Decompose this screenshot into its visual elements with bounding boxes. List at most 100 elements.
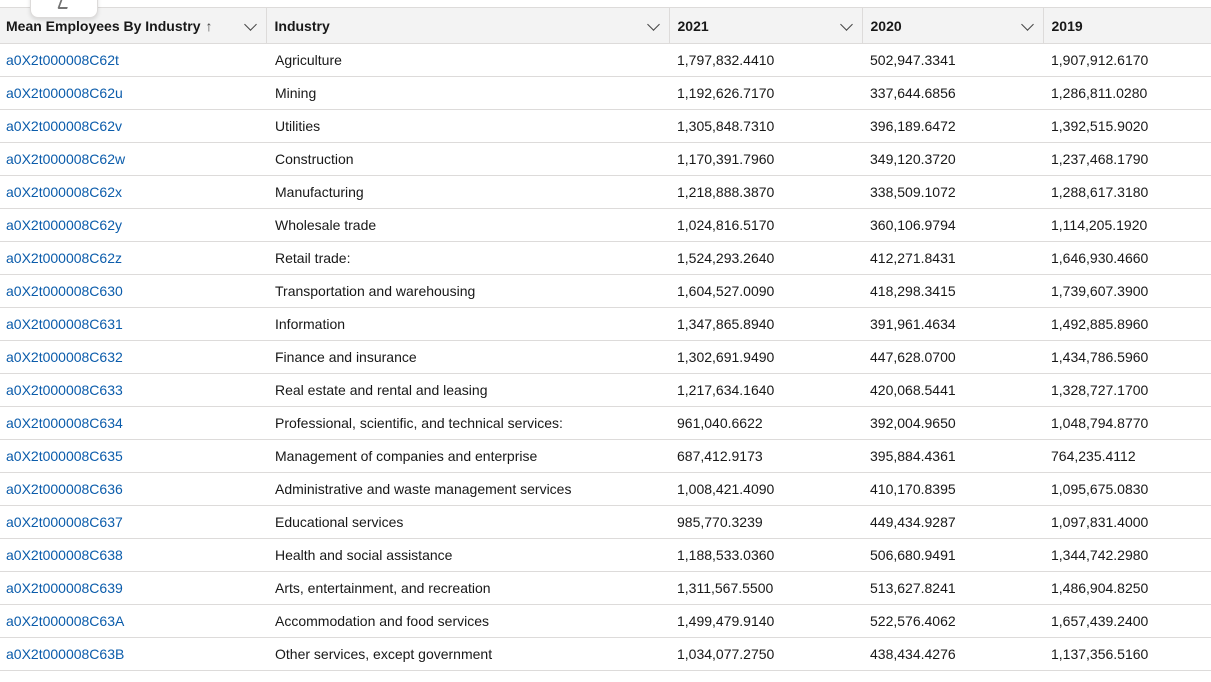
cell-2020: 412,271.8431 bbox=[862, 241, 1043, 275]
cell-2020: 349,120.3720 bbox=[862, 142, 1043, 176]
record-link[interactable]: a0X2t000008C635 bbox=[6, 448, 123, 464]
chevron-down-icon[interactable] bbox=[646, 18, 660, 31]
table-row: a0X2t000008C631 Information 1,347,865.8940… bbox=[0, 307, 1211, 341]
cell-2020: 506,680.9491 bbox=[862, 538, 1043, 572]
cell-2021: 1,604,527.0090 bbox=[669, 274, 862, 308]
cell-2019: 1,434,786.5960 bbox=[1043, 340, 1211, 374]
record-link[interactable]: a0X2t000008C638 bbox=[6, 547, 123, 563]
record-link[interactable]: a0X2t000008C637 bbox=[6, 514, 123, 530]
record-link[interactable]: a0X2t000008C634 bbox=[6, 415, 123, 431]
cell-2020: 502,947.3341 bbox=[862, 43, 1043, 77]
column-header-label: Industry bbox=[274, 18, 330, 35]
cell-2019: 1,048,794.8770 bbox=[1043, 406, 1211, 440]
cell-2020: 396,189.6472 bbox=[862, 109, 1043, 143]
cell-record-name: a0X2t000008C632 bbox=[0, 340, 266, 374]
cell-2019: 1,095,675.0830 bbox=[1043, 472, 1211, 506]
cell-2021: 1,305,848.7310 bbox=[669, 109, 862, 143]
cell-2020: 337,644.6856 bbox=[862, 76, 1043, 110]
record-link[interactable]: a0X2t000008C62u bbox=[6, 85, 123, 101]
cell-record-name: a0X2t000008C62v bbox=[0, 109, 266, 143]
cell-2021: 1,024,816.5170 bbox=[669, 208, 862, 242]
column-header-2020[interactable]: 2020 bbox=[862, 7, 1044, 44]
column-header-industry[interactable]: Industry bbox=[266, 7, 670, 44]
cell-2019: 1,492,885.8960 bbox=[1043, 307, 1211, 341]
cell-industry: Construction bbox=[266, 142, 669, 176]
record-link[interactable]: a0X2t000008C62z bbox=[6, 250, 122, 266]
top-strip bbox=[0, 0, 1211, 7]
cell-2020: 360,106.9794 bbox=[862, 208, 1043, 242]
cell-record-name: a0X2t000008C62x bbox=[0, 175, 266, 209]
cell-2020: 513,627.8241 bbox=[862, 571, 1043, 605]
record-link[interactable]: a0X2t000008C62y bbox=[6, 217, 122, 233]
record-link[interactable]: a0X2t000008C633 bbox=[6, 382, 123, 398]
cell-industry: Management of companies and enterprise bbox=[266, 439, 669, 473]
table-row: a0X2t000008C62u Mining 1,192,626.7170 337,6… bbox=[0, 76, 1211, 110]
record-link[interactable]: a0X2t000008C62w bbox=[6, 151, 126, 167]
record-link[interactable]: a0X2t000008C636 bbox=[6, 481, 123, 497]
cell-industry: Utilities bbox=[266, 109, 669, 143]
chevron-down-icon[interactable] bbox=[243, 18, 257, 31]
cell-record-name: a0X2t000008C63A bbox=[0, 604, 266, 638]
column-header-2019[interactable]: 2019 bbox=[1043, 7, 1211, 44]
table-row: a0X2t000008C62x Manufacturing 1,218,888.38… bbox=[0, 175, 1211, 209]
cell-2019: 1,288,617.3180 bbox=[1043, 175, 1211, 209]
column-header-2021[interactable]: 2021 bbox=[669, 7, 863, 44]
cell-2019: 1,137,356.5160 bbox=[1043, 637, 1211, 671]
cell-2020: 522,576.4062 bbox=[862, 604, 1043, 638]
record-link[interactable]: a0X2t000008C63A bbox=[6, 613, 125, 629]
cell-record-name: a0X2t000008C636 bbox=[0, 472, 266, 506]
cell-industry: Real estate and rental and leasing bbox=[266, 373, 669, 407]
cell-2021: 1,170,391.7960 bbox=[669, 142, 862, 176]
table-row: a0X2t000008C637 Educational services 985,7… bbox=[0, 505, 1211, 539]
cell-record-name: a0X2t000008C634 bbox=[0, 406, 266, 440]
table-row: a0X2t000008C63A Accommodation and food se… bbox=[0, 604, 1211, 638]
table-row: a0X2t000008C62z Retail trade: 1,524,293.26… bbox=[0, 241, 1211, 275]
cell-record-name: a0X2t000008C62t bbox=[0, 43, 266, 77]
cell-industry: Accommodation and food services bbox=[266, 604, 669, 638]
cell-record-name: a0X2t000008C633 bbox=[0, 373, 266, 407]
cell-industry: Health and social assistance bbox=[266, 538, 669, 572]
column-header-label: 2021 bbox=[677, 18, 709, 35]
record-link[interactable]: a0X2t000008C62x bbox=[6, 184, 122, 200]
column-header-label: Mean Employees By Industry bbox=[6, 18, 201, 35]
cell-2021: 1,347,865.8940 bbox=[669, 307, 862, 341]
record-link[interactable]: a0X2t000008C630 bbox=[6, 283, 123, 299]
table-row: a0X2t000008C62t Agriculture 1,797,832.4410… bbox=[0, 43, 1211, 77]
cell-2020: 420,068.5441 bbox=[862, 373, 1043, 407]
cell-2019: 764,235.4112 bbox=[1043, 439, 1211, 473]
cell-industry: Administrative and waste management serv… bbox=[266, 472, 669, 506]
cell-2021: 1,192,626.7170 bbox=[669, 76, 862, 110]
cell-2021: 1,524,293.2640 bbox=[669, 241, 862, 275]
data-table: Mean Employees By Industry ↑ Industry 202… bbox=[0, 7, 1211, 671]
cell-record-name: a0X2t000008C62y bbox=[0, 208, 266, 242]
chevron-down-icon[interactable] bbox=[839, 18, 853, 31]
record-link[interactable]: a0X2t000008C62v bbox=[6, 118, 122, 134]
cell-industry: Finance and insurance bbox=[266, 340, 669, 374]
record-link[interactable]: a0X2t000008C62t bbox=[6, 52, 119, 68]
cell-2019: 1,646,930.4660 bbox=[1043, 241, 1211, 275]
record-link[interactable]: a0X2t000008C63B bbox=[6, 646, 125, 662]
cell-2021: 1,311,567.5500 bbox=[669, 571, 862, 605]
chevron-down-icon[interactable] bbox=[1020, 18, 1034, 31]
cell-2021: 1,217,634.1640 bbox=[669, 373, 862, 407]
sort-ascending-icon[interactable]: ↑ bbox=[205, 18, 213, 35]
cell-record-name: a0X2t000008C62w bbox=[0, 142, 266, 176]
record-link[interactable]: a0X2t000008C639 bbox=[6, 580, 123, 596]
cell-industry: Transportation and warehousing bbox=[266, 274, 669, 308]
record-link[interactable]: a0X2t000008C632 bbox=[6, 349, 123, 365]
cell-2020: 391,961.4634 bbox=[862, 307, 1043, 341]
search-icon bbox=[57, 0, 71, 9]
cell-2020: 438,434.4276 bbox=[862, 637, 1043, 671]
cell-industry: Manufacturing bbox=[266, 175, 669, 209]
cell-2019: 1,907,912.6170 bbox=[1043, 43, 1211, 77]
cell-record-name: a0X2t000008C630 bbox=[0, 274, 266, 308]
cell-2021: 1,302,691.9490 bbox=[669, 340, 862, 374]
cell-2019: 1,344,742.2980 bbox=[1043, 538, 1211, 572]
cell-2021: 1,034,077.2750 bbox=[669, 637, 862, 671]
cell-2019: 1,237,468.1790 bbox=[1043, 142, 1211, 176]
record-link[interactable]: a0X2t000008C631 bbox=[6, 316, 123, 332]
floating-popover[interactable] bbox=[30, 0, 98, 18]
cell-2019: 1,486,904.8250 bbox=[1043, 571, 1211, 605]
cell-2019: 1,392,515.9020 bbox=[1043, 109, 1211, 143]
